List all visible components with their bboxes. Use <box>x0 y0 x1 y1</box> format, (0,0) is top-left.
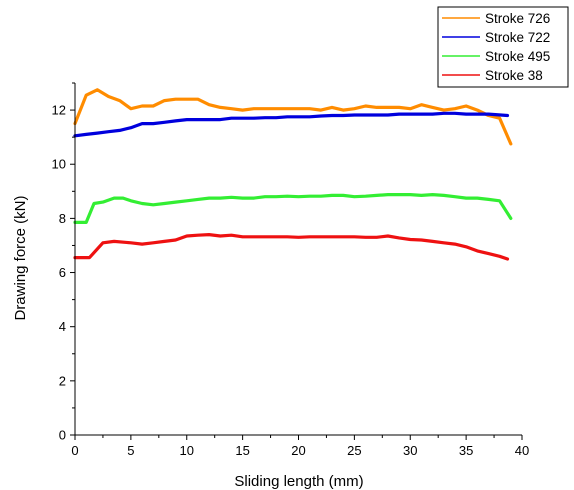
y-tick-label: 4 <box>59 319 66 334</box>
series-line-1 <box>73 111 510 138</box>
x-tick-label: 30 <box>403 443 417 458</box>
x-tick-label: 20 <box>291 443 305 458</box>
y-tick-label: 0 <box>59 428 66 443</box>
legend-label-2: Stroke 495 <box>485 49 550 64</box>
axes: 0 5 10 15 20 25 30 35 40 0 2 4 6 8 10 12 <box>52 82 529 458</box>
series-line-3 <box>73 233 510 261</box>
x-tick-label: 35 <box>459 443 473 458</box>
x-tick-label: 15 <box>235 443 249 458</box>
legend-label-0: Stroke 726 <box>485 11 550 26</box>
x-axis-title: Sliding length (mm) <box>234 473 363 490</box>
x-tick-label: 40 <box>515 443 529 458</box>
legend: Stroke 726 Stroke 722 Stroke 495 Stroke 38 <box>437 6 569 88</box>
legend-box <box>437 6 569 88</box>
series-line-0 <box>73 88 513 146</box>
series-line-2 <box>73 193 513 224</box>
x-tick-label: 5 <box>127 443 134 458</box>
y-axis-title: Drawing force (kN) <box>12 195 29 320</box>
x-tick-label: 0 <box>71 443 78 458</box>
plot-lines <box>73 88 513 261</box>
y-tick-label: 2 <box>59 373 66 388</box>
x-tick-label: 10 <box>180 443 194 458</box>
legend-label-3: Stroke 38 <box>485 68 543 83</box>
y-tick-label: 8 <box>59 211 66 226</box>
y-tick-label: 12 <box>52 103 66 118</box>
y-tick-label: 6 <box>59 265 66 280</box>
y-tick-label: 10 <box>52 157 66 172</box>
legend-label-1: Stroke 722 <box>485 30 550 45</box>
x-tick-label: 25 <box>347 443 361 458</box>
